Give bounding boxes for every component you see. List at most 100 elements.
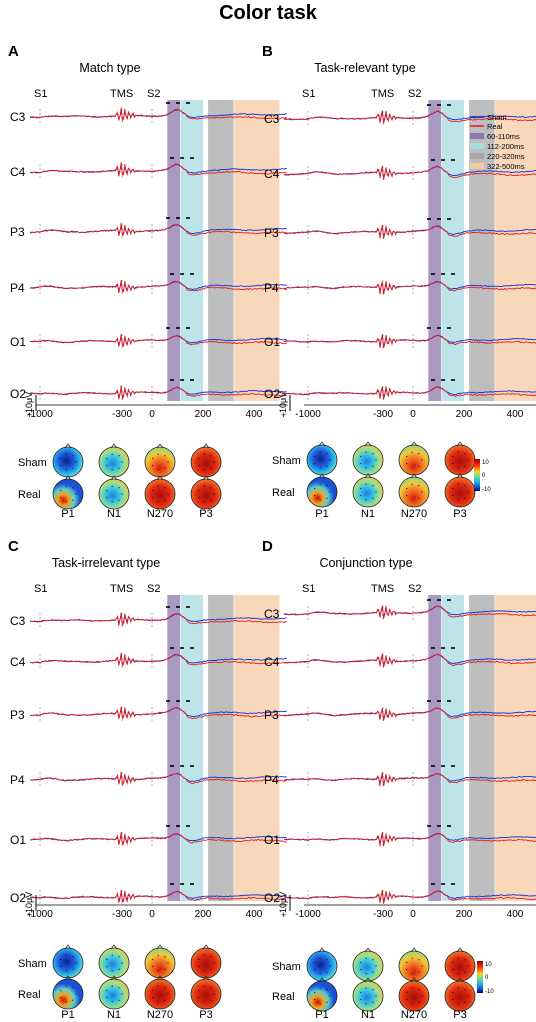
- topomap-electrode-dot: [365, 483, 367, 485]
- topo-row-label-real: Real: [18, 489, 41, 501]
- electrode-label-c4: C4: [10, 655, 26, 669]
- topomap-nose: [156, 975, 164, 981]
- trace-real-c4: [283, 653, 536, 668]
- topo-row-label-sham: Sham: [272, 455, 301, 467]
- topomap-electrode-dot: [418, 453, 420, 455]
- topomap-electrode-dot: [411, 957, 413, 959]
- topomap-electrode-dot: [167, 493, 169, 495]
- topomap-electrode-dot: [319, 451, 321, 453]
- topomap-electrode-dot: [411, 451, 413, 453]
- topomap-nose: [202, 944, 210, 950]
- figure-title: Color task: [219, 2, 318, 24]
- topomap-sham-n1: [98, 446, 130, 478]
- topomap-electrode-dot: [198, 996, 200, 999]
- trace-real-c3: [283, 110, 536, 124]
- topomap-electrode-dot: [210, 956, 212, 958]
- topomap-electrode-dot: [314, 961, 316, 964]
- scale-plus: +: [281, 410, 286, 420]
- component-label-n270: N270: [147, 1009, 173, 1021]
- electrode-label-o2: O2: [264, 891, 280, 905]
- event-label-tms: TMS: [110, 88, 133, 100]
- trace-real-p4: [283, 772, 536, 787]
- topomap-electrode-dot: [457, 987, 459, 989]
- topomap-electrode-dot: [365, 1003, 367, 1005]
- topomap-electrode-dot: [372, 485, 374, 487]
- x-tick-label: -300: [112, 909, 132, 920]
- topomap-nose: [156, 944, 164, 950]
- topomap-nose: [318, 441, 326, 447]
- topomap-electrode-dot: [452, 462, 454, 465]
- component-label-p3: P3: [453, 508, 466, 520]
- topomap-electrode-dot: [464, 989, 466, 991]
- topomap-electrode-dot: [464, 971, 466, 973]
- panel-c: C Task-irrelevant type S1 TMS S2 C3 C4 P3 P4 O1 O2…: [8, 538, 288, 1021]
- trace-real-c3: [29, 612, 287, 627]
- topomap-electrode-dot: [118, 999, 120, 1001]
- x-tick-label: 200: [456, 409, 473, 420]
- topomap-electrode-dot: [360, 494, 362, 497]
- topomap-electrode-dot: [365, 451, 367, 453]
- topomap-electrode-dot: [72, 467, 74, 469]
- time-window-3: [469, 595, 495, 901]
- topomap-electrode-dot: [360, 462, 362, 465]
- topomap-electrode-dot: [210, 499, 212, 501]
- topomap-electrode-dot: [75, 493, 77, 495]
- time-window-4: [495, 100, 536, 401]
- topomap-real-n270: [398, 476, 430, 508]
- topomap-electrode-dot: [372, 959, 374, 961]
- topomap-electrode-dot: [421, 459, 423, 461]
- x-tick-label: 0: [149, 409, 155, 420]
- trace-real-o1: [283, 832, 536, 847]
- topomap-electrode-dot: [326, 1001, 328, 1003]
- topomap-electrode-dot: [111, 954, 113, 956]
- x-tick-label: 400: [246, 909, 263, 920]
- event-label-s2: S2: [147, 88, 160, 100]
- topomap-real-n270: [144, 478, 176, 510]
- legend-sham-label: Sham: [487, 113, 507, 122]
- topomap-electrode-dot: [467, 491, 469, 493]
- x-tick-label: 200: [195, 409, 212, 420]
- topomap-nose: [202, 475, 210, 481]
- topomap-electrode-dot: [118, 467, 120, 469]
- topomap-electrode-dot: [314, 998, 316, 1001]
- component-label-n1: N1: [107, 1009, 121, 1021]
- topomap-electrode-dot: [326, 465, 328, 467]
- topomap-electrode-dot: [314, 968, 316, 971]
- topomap-electrode-dot: [164, 487, 166, 489]
- electrode-label-o2: O2: [10, 891, 26, 905]
- electrode-label-c4: C4: [264, 655, 280, 669]
- topomap-electrode-dot: [164, 968, 166, 970]
- colorbar-b-min: -10: [482, 487, 491, 493]
- legend-window-4-swatch: [470, 163, 484, 169]
- topomap-electrode-dot: [72, 987, 74, 989]
- topomap-electrode-dot: [372, 453, 374, 455]
- topomap-electrode-dot: [210, 987, 212, 989]
- topomap-electrode-dot: [210, 968, 212, 970]
- component-label-n270: N270: [401, 508, 427, 520]
- topomap-electrode-dot: [464, 453, 466, 455]
- topomap-electrode-dot: [452, 487, 454, 490]
- topomap-electrode-dot: [121, 461, 123, 463]
- topomap-electrode-dot: [418, 465, 420, 467]
- topomap-electrode-dot: [464, 497, 466, 499]
- electrode-label-p4: P4: [10, 773, 25, 787]
- topomap-electrode-dot: [198, 965, 200, 968]
- topomap-electrode-dot: [365, 467, 367, 469]
- topomap-electrode-dot: [198, 457, 200, 460]
- topomap-electrode-dot: [411, 483, 413, 485]
- topomap-real-p3: [444, 476, 476, 508]
- topomap-electrode-dot: [198, 464, 200, 467]
- colorbar-b: 10 0 -10: [474, 459, 491, 493]
- topomap-electrode-dot: [111, 469, 113, 471]
- topomap-electrode-dot: [314, 462, 316, 465]
- topomap-electrode-dot: [421, 965, 423, 967]
- topomap-sham-p1: [52, 446, 84, 478]
- topomap-electrode-dot: [72, 956, 74, 958]
- topomap-electrode-dot: [329, 965, 331, 967]
- topomap-electrode-dot: [375, 491, 377, 493]
- topomap-real-p1: [52, 478, 84, 510]
